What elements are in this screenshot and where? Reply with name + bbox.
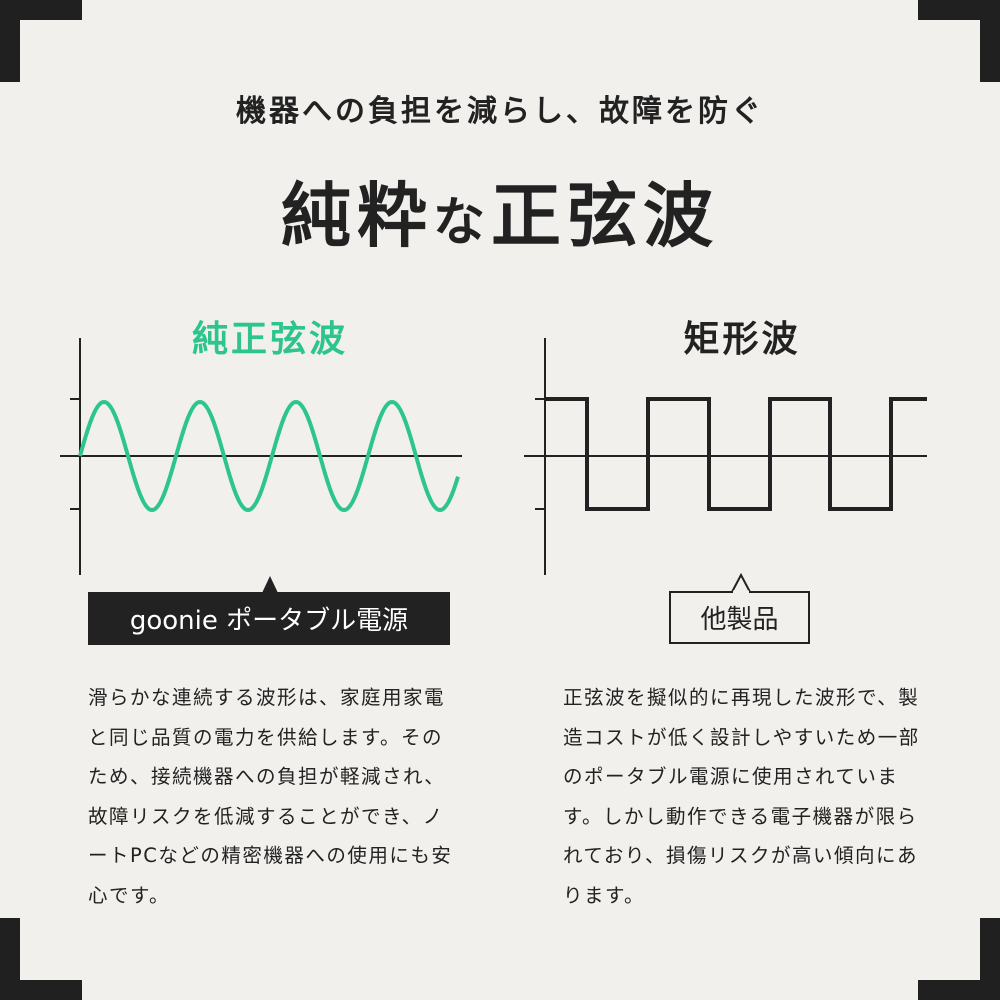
title-part: な — [432, 193, 491, 253]
square-description: 正弦波を擬似的に再現した波形で、製造コストが低く設計しやすいため一部のポータブル… — [563, 686, 920, 907]
sine-wave — [78, 399, 460, 513]
sine-description: 滑らかな連続する波形は、家庭用家電と同じ品質の電力を供給します。そのため、接続機… — [88, 686, 453, 907]
square-axes — [524, 338, 927, 575]
corner-decoration — [918, 0, 1000, 20]
corner-decoration — [980, 918, 1000, 1000]
title-part: 正弦波 — [491, 175, 719, 257]
corner-decoration — [0, 0, 82, 20]
subtitle: 機器への負担を減らし、故障を防ぐ — [236, 94, 764, 129]
corner-decoration — [0, 0, 20, 82]
page-title: 純粋な正弦波 — [0, 160, 1000, 261]
sine-axes — [60, 338, 462, 575]
badge-pointer — [730, 572, 752, 593]
sine-title: 純正弦波 — [191, 319, 348, 360]
corner-decoration — [0, 980, 82, 1000]
square-title: 矩形波 — [683, 319, 801, 360]
corner-decoration — [980, 0, 1000, 82]
title-part: 純粋 — [280, 175, 433, 257]
corner-decoration — [918, 980, 1000, 1000]
corner-decoration — [0, 918, 20, 1000]
other-products-badge: 他製品 — [669, 591, 810, 644]
square-wave — [545, 397, 927, 511]
badge-pointer — [262, 576, 278, 593]
goonie-badge: goonie ポータブル電源 — [88, 592, 450, 645]
